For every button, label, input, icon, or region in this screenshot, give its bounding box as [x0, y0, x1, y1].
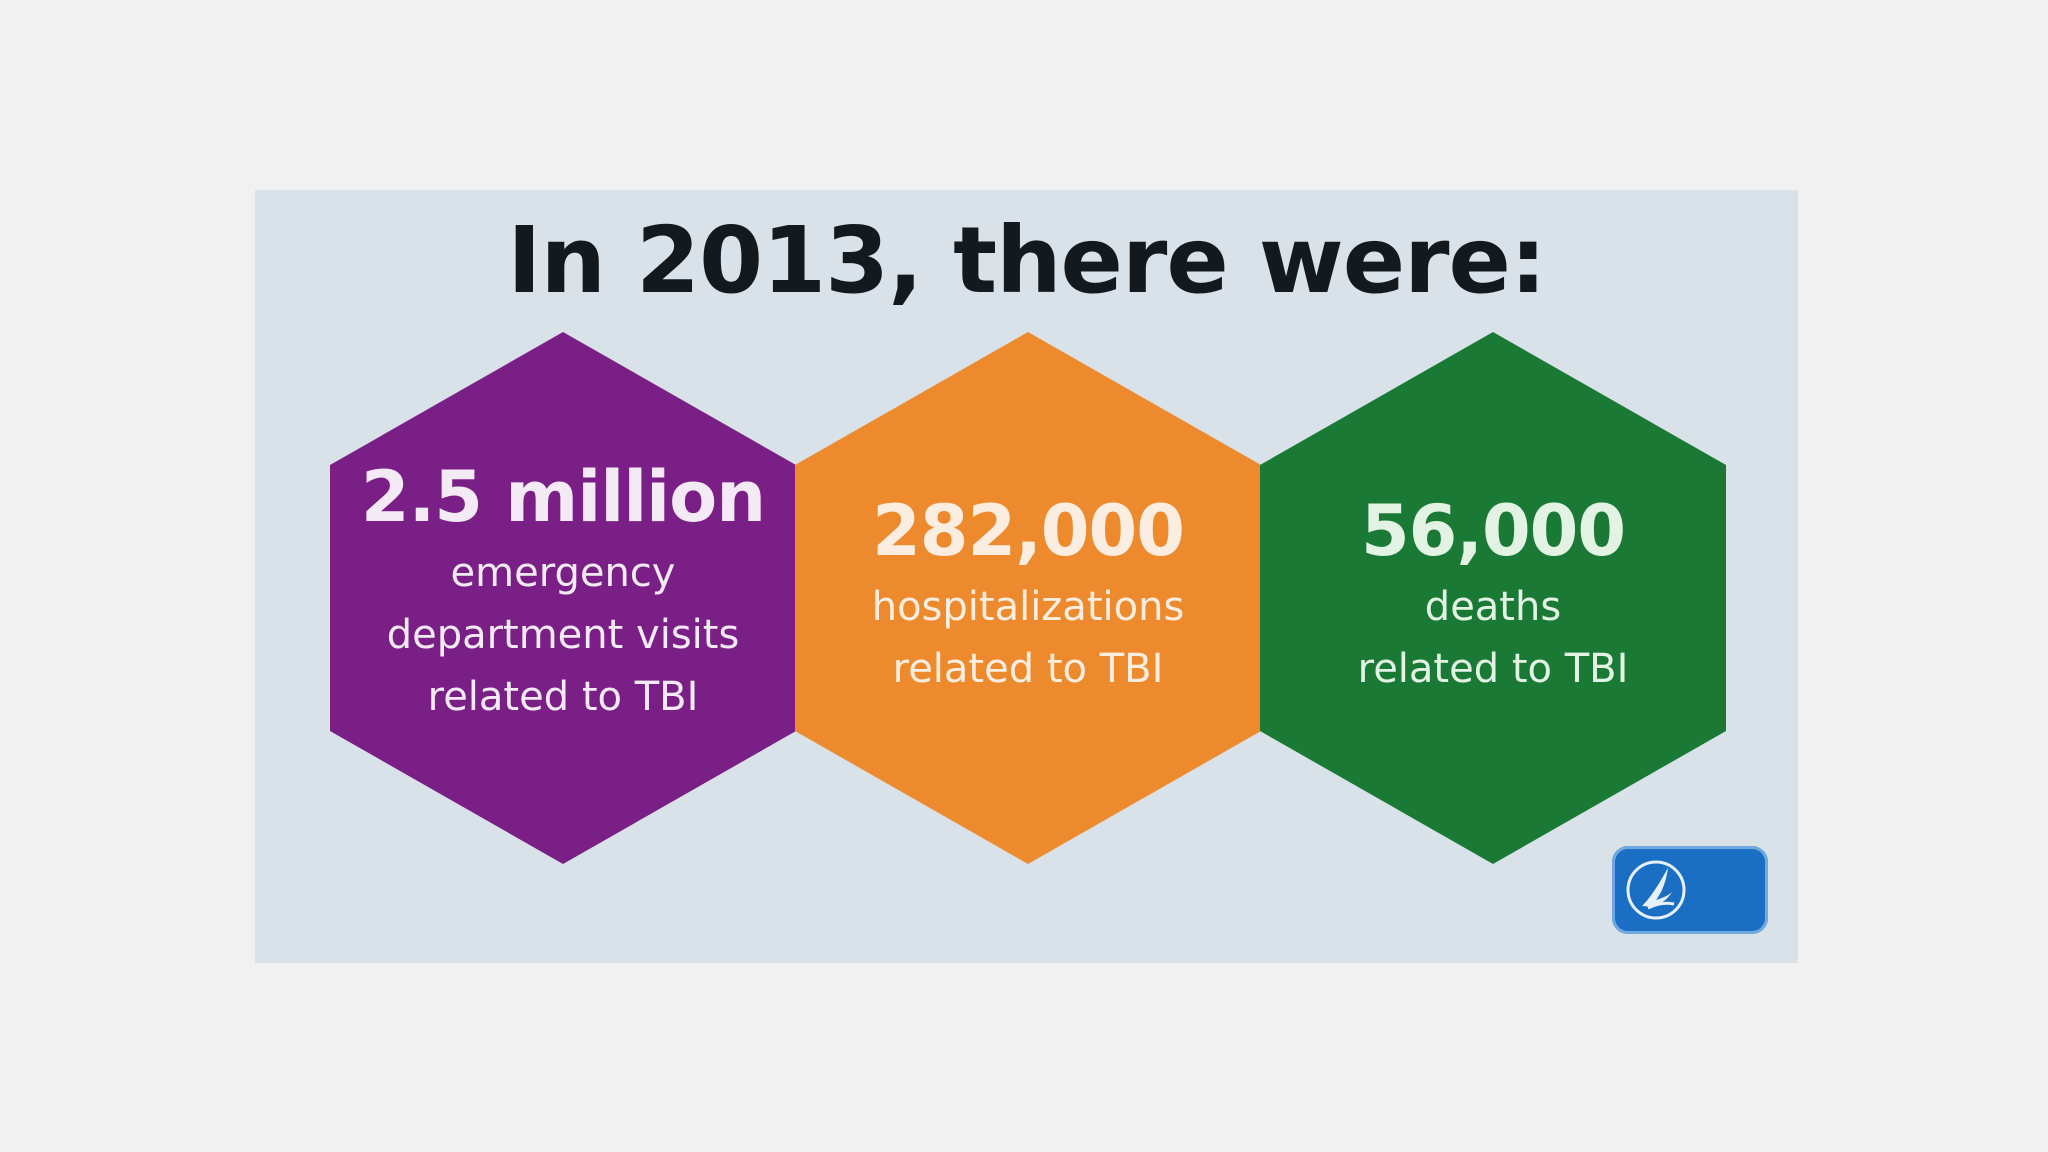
stat-hexagon-ed-visits: 2.5 million emergency department visits …: [330, 332, 796, 864]
stat-desc-line: emergency: [450, 550, 676, 596]
hexagon-shape-purple: [330, 332, 796, 864]
stats-row: 2.5 million emergency department visits …: [255, 190, 1798, 963]
stat-desc-line: related to TBI: [427, 674, 699, 720]
stat-text-deaths: 56,000 deaths related to TBI: [1260, 496, 1726, 700]
stat-desc-line: deaths: [1424, 584, 1562, 630]
stat-hexagon-hospitalizations: 282,000 hospitalizations related to TBI: [795, 332, 1261, 864]
hhs-eagle-icon: [1626, 860, 1686, 920]
stat-value: 282,000: [872, 490, 1185, 572]
stat-text-hospitalizations: 282,000 hospitalizations related to TBI: [795, 496, 1261, 700]
cdc-logo: [1612, 846, 1768, 934]
stat-value: 2.5 million: [360, 456, 766, 538]
stat-hexagon-deaths: 56,000 deaths related to TBI: [1260, 332, 1726, 864]
stat-value: 56,000: [1360, 490, 1626, 572]
headline: In 2013, there were:: [507, 207, 1546, 314]
stat-text-ed-visits: 2.5 million emergency department visits …: [330, 462, 796, 728]
stat-desc-line: related to TBI: [1357, 646, 1629, 692]
hexagon-shape-orange: [795, 332, 1261, 864]
stat-desc-line: hospitalizations: [871, 584, 1185, 630]
stat-desc-line: related to TBI: [892, 646, 1164, 692]
hexagon-shape-green: [1260, 332, 1726, 864]
stat-desc-line: department visits: [386, 612, 740, 658]
infographic-panel: In 2013, there were: 2.5 million emergen…: [255, 190, 1798, 963]
